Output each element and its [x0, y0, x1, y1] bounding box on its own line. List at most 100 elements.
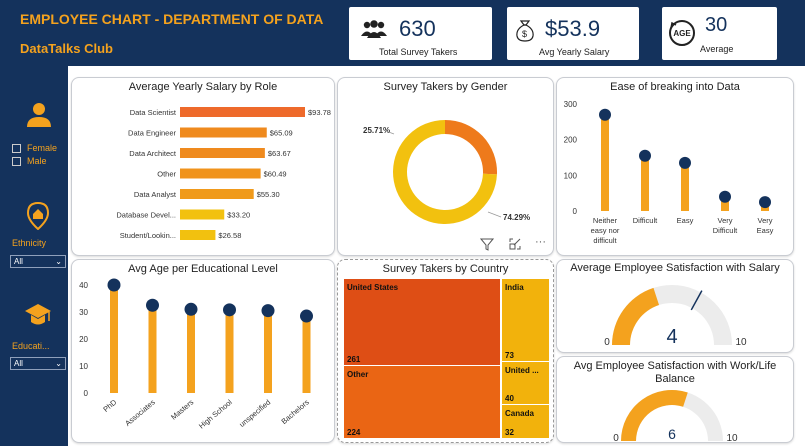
chart-title: Survey Takers by Country: [382, 263, 509, 275]
x-tick-label: difficult: [593, 236, 617, 245]
category-label: Data Engineer: [128, 129, 176, 138]
lollipop-dot: [223, 303, 236, 317]
money-bag-icon: $: [516, 20, 534, 42]
kpi-value: $53.9: [545, 16, 601, 41]
kpi-label: Average: [700, 44, 734, 54]
bar: [180, 189, 254, 199]
slicer-option-male[interactable]: Male: [27, 156, 47, 166]
chart-title: Avg Age per Educational Level: [128, 263, 278, 275]
kpi-value: 630: [399, 16, 436, 41]
y-tick-label: 40: [79, 281, 88, 290]
x-tick-label: Neither: [593, 216, 618, 225]
ease-card: Ease of breaking into Data 0 100 200 300 Nei…: [556, 77, 794, 256]
treemap-cell: [344, 366, 500, 438]
lollipop-stem: [601, 114, 609, 211]
x-tick-label: High School: [197, 397, 234, 430]
data-label: 25.71%: [363, 126, 390, 135]
country-card: Survey Takers by Country United States 26…: [337, 259, 554, 443]
salary-satisfaction-gauge: 4 0 10: [604, 285, 747, 348]
y-tick-label: 20: [79, 335, 88, 344]
worklife-satisfaction-card: Avg Employee Satisfaction with Work/Life…: [556, 356, 794, 443]
gauge-fill: [612, 287, 660, 345]
education-dropdown[interactable]: All ⌄: [10, 357, 66, 370]
category-label: Database Devel...: [116, 211, 176, 220]
lollipop-dot: [261, 304, 275, 318]
lollipop-stem: [187, 309, 195, 393]
category-label: Other: [157, 170, 176, 179]
gender-donut-chart: 25.71% 74.29%: [363, 120, 530, 224]
treemap-value: 224: [347, 428, 361, 437]
x-tick-label: PhD: [101, 397, 118, 414]
gender-card: Survey Takers by Gender 25.71% 74.29% ···: [337, 77, 554, 256]
chart-title: Average Employee Satisfaction with Salar…: [570, 262, 780, 274]
age-education-card: Avg Age per Educational Level 0 10 20 30 40 P…: [71, 259, 335, 443]
ethnicity-dropdown[interactable]: All ⌄: [10, 255, 66, 268]
lollipop-dot: [639, 149, 651, 162]
treemap-cell: [502, 405, 549, 438]
data-label: $65.09: [270, 129, 293, 138]
y-tick-label: 100: [564, 171, 578, 180]
chart-title: Avg Employee Satisfaction with Work/Life…: [573, 360, 777, 385]
x-tick-label: Easy: [677, 216, 694, 225]
checkbox-female[interactable]: [12, 144, 21, 153]
lollipop-stem: [721, 196, 729, 211]
category-label: Data Scientist: [130, 108, 177, 117]
treemap-label: United States: [347, 283, 399, 292]
kpi-total-survey-takers: 630 Total Survey Takers: [349, 7, 492, 60]
leader-line: [385, 130, 395, 135]
salary-by-role-chart: Data Scientist $93.78 Data Engineer $65.09 D…: [116, 107, 331, 240]
age-lollipop-chart: 0 10 20 30 40 PhD Associates Masters High School…: [79, 278, 313, 431]
lollipop-stem: [225, 309, 234, 393]
gauge-min: 0: [613, 433, 619, 443]
y-tick-label: 300: [564, 100, 578, 109]
category-label: Data Analyst: [134, 190, 177, 199]
gauge-fill: [621, 390, 688, 441]
y-tick-label: 0: [573, 207, 578, 216]
dropdown-value: All: [14, 257, 23, 266]
slicer-label-ethnicity: Ethnicity: [12, 238, 47, 248]
lollipop-dot: [184, 302, 198, 316]
slicer-label-education: Educati...: [12, 341, 50, 351]
bar: [180, 148, 265, 158]
focus-mode-icon[interactable]: [508, 237, 522, 251]
checkbox-male[interactable]: [12, 157, 21, 166]
chevron-down-icon: ⌄: [55, 257, 62, 266]
y-tick-label: 30: [79, 308, 88, 317]
people-icon: [361, 20, 387, 38]
worklife-satisfaction-gauge: 6 0 10: [613, 390, 738, 443]
x-tick-label: Easy: [757, 226, 774, 235]
x-tick-label: Masters: [169, 397, 195, 421]
data-label: $93.78: [308, 108, 331, 117]
chevron-down-icon: ⌄: [55, 359, 62, 368]
slicer-option-female[interactable]: Female: [27, 143, 58, 153]
x-tick-label: easy nor: [591, 226, 620, 235]
lollipop-dot: [107, 278, 121, 292]
age-icon: AGE: [669, 20, 695, 46]
treemap-value: 32: [505, 428, 514, 437]
gauge-max: 10: [735, 337, 747, 348]
filter-icon[interactable]: [480, 237, 494, 251]
treemap-cell: [344, 279, 500, 365]
location-home-icon: [26, 202, 50, 230]
more-options-icon[interactable]: ···: [535, 236, 546, 248]
bar: [180, 230, 216, 240]
data-label: $55.30: [257, 190, 280, 199]
treemap-cell: [502, 362, 549, 404]
treemap-value: 261: [347, 355, 361, 364]
x-tick-label: Very: [717, 216, 732, 225]
bar: [180, 209, 225, 220]
gauge-max: 10: [726, 433, 738, 443]
lollipop-stem: [264, 310, 272, 393]
y-tick-label: 200: [564, 136, 578, 145]
leader-line: [487, 211, 502, 218]
lollipop-stem: [148, 305, 157, 393]
treemap-label: United ...: [505, 366, 539, 375]
person-icon: [27, 103, 51, 127]
kpi-value: 30: [705, 14, 728, 36]
chart-title: Ease of breaking into Data: [610, 81, 740, 93]
donut-slice: [445, 120, 497, 175]
y-tick-label: 0: [84, 389, 89, 398]
chart-title: Average Yearly Salary by Role: [128, 81, 278, 93]
salary-satisfaction-card: Average Employee Satisfaction with Salar…: [556, 259, 794, 353]
